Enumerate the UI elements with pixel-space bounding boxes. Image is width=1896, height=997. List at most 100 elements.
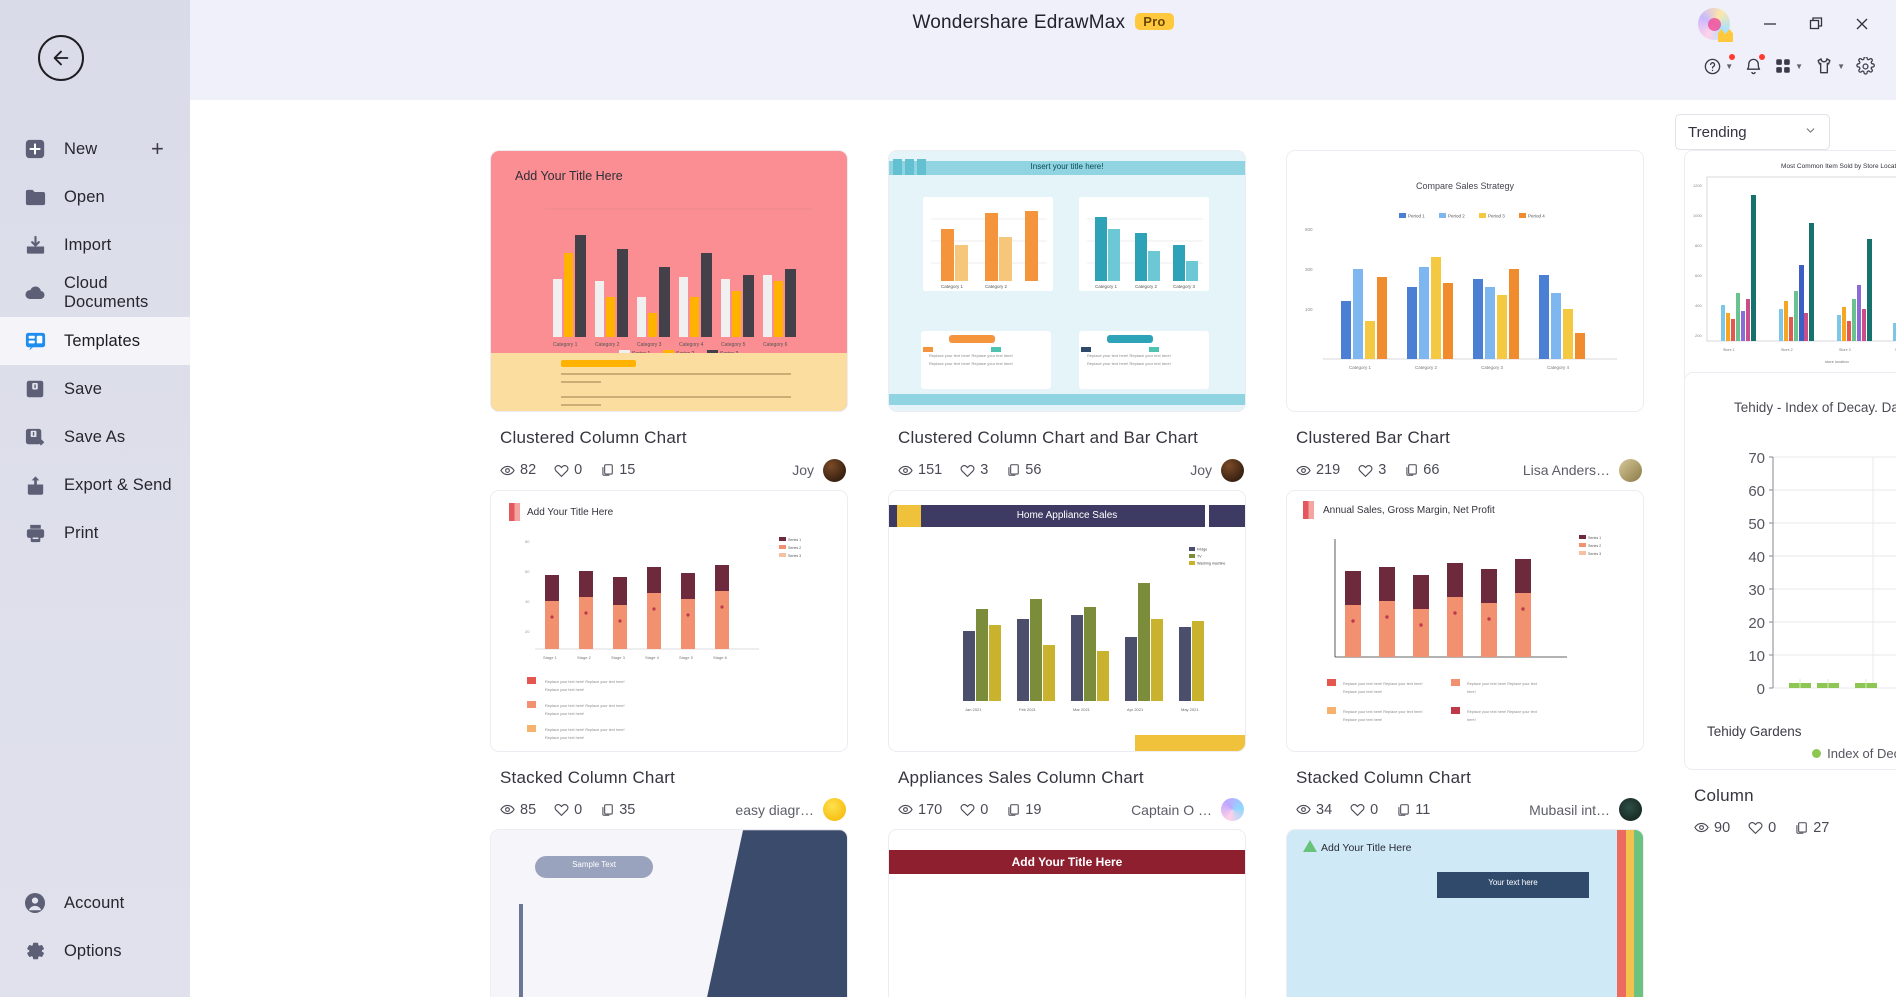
thumb-shape [687,830,847,997]
template-thumbnail[interactable]: Sample Text [490,829,848,997]
template-card[interactable]: Sample Text [490,829,848,997]
cloud-icon [22,280,48,306]
svg-text:400: 400 [1695,303,1702,308]
restore-icon[interactable] [1796,9,1836,39]
thumb-title: Compare Sales Strategy [1415,181,1515,191]
template-card[interactable]: Add Your Title Here 80 60 40 20 [490,489,848,822]
template-card[interactable]: Tehidy - Index of Decay. Data presentati… [1684,371,1896,840]
legend-swatch [1812,748,1822,758]
card-author[interactable]: Captain O … [1131,798,1244,822]
main-area: Wondershare EdrawMax Pro [190,0,1896,997]
back-arrow-icon[interactable] [38,35,84,81]
author-avatar [1221,798,1244,822]
svg-text:Stage 4: Stage 4 [645,655,660,660]
svg-text:Category 1: Category 1 [553,342,578,348]
views-count: 170 [918,801,943,818]
template-card[interactable]: Compare Sales Strategy Period 1 Period 2… [1286,150,1644,482]
thumb-chart: 70 60 50 40 30 20 10 0 [1748,450,1896,698]
card-author[interactable]: Joy [792,458,846,482]
likes-count: 0 [574,462,583,479]
sort-value: Trending [1688,123,1747,141]
template-thumbnail[interactable]: Insert your title here! [888,150,1246,412]
sidebar-item-label: Print [64,523,99,542]
thumb-art: Add Your Title Here 80 60 40 20 [491,490,847,751]
page-title: Wondershare EdrawMax Pro [190,12,1896,34]
print-icon [22,520,48,546]
svg-text:Replace your text here! Repla: Replace your text here! Replace your tex… [1087,361,1171,366]
likes-stat: 0 [960,802,988,818]
sidebar-item-templates[interactable]: Templates [0,317,190,365]
sidebar-item-print[interactable]: Print [0,509,190,557]
account-icon [22,890,48,916]
close-icon[interactable] [1842,9,1882,39]
template-thumbnail[interactable]: Add Your Title Here [888,829,1246,997]
thumb-title: Insert your title here! [1030,162,1104,171]
card-author[interactable]: Lisa Anders… [1523,458,1642,482]
shirt-icon[interactable]: ▼ [1811,52,1848,80]
chevron-down-icon[interactable]: ▼ [1795,61,1804,71]
template-card[interactable]: Add Your Title Here [888,829,1246,997]
sidebar-item-account[interactable]: Account [0,879,190,927]
gear-icon[interactable] [1853,53,1878,80]
thumb-accent [1205,504,1209,527]
sidebar-item-open[interactable]: Open [0,173,190,221]
stripe-segment [1617,830,1626,997]
thumb-title: Home Appliance Sales [1016,509,1118,521]
template-thumbnail[interactable]: Home Appliance Sales Jan 2021 Feb 2021 Mar [888,489,1246,752]
template-thumbnail[interactable]: Compare Sales Strategy Period 1 Period 2… [1286,150,1644,412]
sidebar-item-save[interactable]: Save [0,365,190,413]
views-stat: 82 [500,462,536,478]
copies-stat: 56 [1006,462,1041,478]
svg-text:40: 40 [525,599,530,604]
chevron-down-icon[interactable]: ▼ [1725,61,1734,71]
copy-icon [1796,822,1807,834]
card-meta: 85 0 35 easy diagr… [500,798,846,822]
template-thumbnail[interactable]: Annual Sales, Gross Margin, Net Profit [1286,489,1644,752]
card-author[interactable]: Mubasil int… [1529,798,1642,822]
apps-grid-icon[interactable]: ▼ [1771,53,1806,79]
template-card[interactable]: Add Your Title Here [490,150,848,482]
svg-text:Series 2: Series 2 [788,546,801,550]
thumb-title: Add Your Title Here [1321,842,1412,855]
sidebar-item-export-and-send[interactable]: Export & Send [0,461,190,509]
template-thumbnail[interactable]: Add Your Title Here [490,150,848,412]
template-thumbnail[interactable]: Add Your Title Here 80 60 40 20 [490,489,848,752]
thumb-chart: 80 60 40 20 [525,536,801,740]
template-thumbnail[interactable]: Add Your Title Here Your text here [1286,829,1644,997]
sidebar-item-label: Import [64,235,112,254]
sidebar-item-new[interactable]: New + [0,125,190,173]
template-thumbnail[interactable]: Tehidy - Index of Decay. Data presentati… [1684,371,1896,770]
sidebar-item-save-as[interactable]: Save As [0,413,190,461]
minimize-icon[interactable] [1750,9,1790,39]
card-author[interactable]: easy diagr… [735,798,846,822]
svg-text:Series 1: Series 1 [1588,535,1601,539]
sort-dropdown[interactable]: Trending [1675,114,1830,150]
template-card[interactable]: Annual Sales, Gross Margin, Net Profit [1286,489,1644,822]
thumb-square [905,159,914,175]
svg-text:40: 40 [1748,549,1765,566]
bell-icon[interactable] [1741,53,1766,80]
heart-icon [960,464,975,477]
help-icon[interactable]: ▼ [1700,53,1736,80]
likes-stat: 3 [1358,462,1386,478]
card-author[interactable]: Joy [1190,458,1244,482]
template-card[interactable]: Add Your Title Here Your text here [1286,829,1644,997]
views-stat: 34 [1296,802,1332,818]
sidebar-item-options[interactable]: Options [0,927,190,975]
x-tick-label: Tehidy Gardens [1707,723,1802,739]
sidebar-item-label: Open [64,187,105,206]
template-card[interactable]: Insert your title here! [888,150,1246,482]
sidebar-item-cloud-documents[interactable]: Cloud Documents [0,269,190,317]
likes-stat: 0 [554,462,582,478]
author-name: Joy [792,462,814,479]
svg-text:Replace your text here! Repla: Replace your text here! Replace your tex… [929,361,1013,366]
avatar[interactable] [1698,8,1733,42]
svg-text:Jan 2021: Jan 2021 [965,707,982,712]
new-plus-icon[interactable]: + [151,136,164,161]
svg-text:500: 500 [1305,227,1313,232]
chevron-down-icon[interactable]: ▼ [1837,61,1845,71]
sidebar-item-import[interactable]: Import [0,221,190,269]
thumb-title: Sample Text [572,860,616,870]
template-card[interactable]: Home Appliance Sales Jan 2021 Feb 2021 Mar [888,489,1246,822]
views-stat: 219 [1296,462,1340,478]
